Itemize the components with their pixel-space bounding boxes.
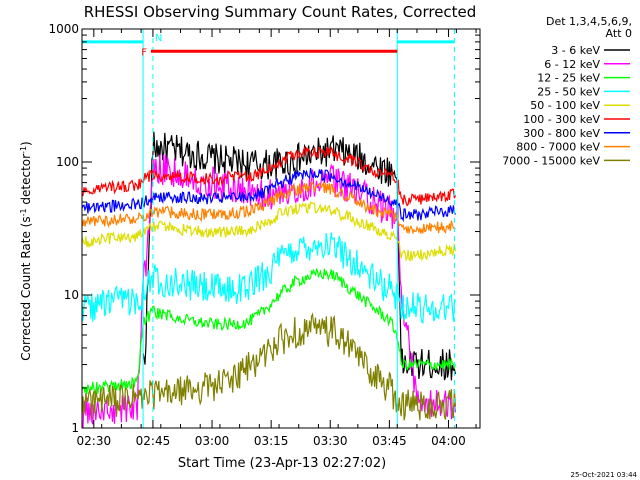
series-line	[81, 312, 456, 421]
y-axis-label-sup2: -1	[19, 146, 28, 154]
axis-layer: 1 10 100 1000 02:30 02:45 03:00 03:15 03:30 03:45…	[48, 22, 481, 448]
chart-title: RHESSI Observing Summary Count Rates, Co…	[84, 3, 477, 21]
series-line	[81, 267, 456, 395]
legend-label: 3 - 6 keV	[551, 44, 600, 57]
series-line	[81, 180, 456, 235]
legend-label: 100 - 300 keV	[523, 113, 600, 126]
x-tick-label: 04:00	[431, 434, 466, 448]
y-tick-label: 10	[64, 288, 79, 302]
series-line	[81, 200, 456, 263]
x-tick-label: 03:00	[195, 434, 230, 448]
flag-label: F	[141, 47, 147, 58]
legend-label: 800 - 7000 keV	[516, 141, 600, 154]
series-line	[81, 154, 456, 429]
legend-header: Att 0	[606, 27, 632, 40]
footer-timestamp: 25-Oct-2021 03:44	[571, 471, 638, 479]
legend-label: 25 - 50 keV	[537, 85, 600, 98]
x-tick-label: 03:30	[313, 434, 348, 448]
x-tick-label: 02:45	[136, 434, 171, 448]
x-tick-label: 02:30	[77, 434, 112, 448]
legend-label: 12 - 25 keV	[537, 72, 600, 85]
legend-label: 300 - 800 keV	[523, 127, 600, 140]
flag-label: N	[155, 33, 162, 44]
legend-label: 50 - 100 keV	[530, 99, 600, 112]
y-tick-label: 1	[71, 421, 79, 435]
y-axis-label-mid: detector	[19, 154, 33, 209]
y-tick-label: 100	[56, 155, 79, 169]
y-axis-label: Corrected Count Rate (s-1 detector-1)	[19, 141, 34, 360]
y-axis-label-end: )	[19, 141, 33, 146]
x-axis-label: Start Time (23-Apr-13 02:27:02)	[178, 456, 386, 471]
series-line	[81, 232, 456, 324]
series-line	[81, 145, 456, 207]
plot-frame	[81, 28, 481, 429]
overlay-layer: FN	[82, 29, 455, 428]
legend-header: Det 1,3,4,5,6,9,	[546, 15, 632, 28]
series-line	[81, 167, 456, 223]
legend-label: 7000 - 15000 keV	[502, 154, 600, 167]
y-axis-label-sup1: -1	[19, 208, 28, 216]
x-tick-label: 03:45	[372, 434, 407, 448]
legend-label: 6 - 12 keV	[544, 58, 600, 71]
x-tick-label: 03:15	[254, 434, 289, 448]
series-layer	[81, 131, 456, 429]
y-tick-label: 1000	[48, 22, 79, 36]
y-axis-label-main: Corrected Count Rate (s	[19, 216, 33, 360]
svg-text:Corrected Count Rate (s-1 dete: Corrected Count Rate (s-1 detector-1)	[19, 141, 34, 360]
